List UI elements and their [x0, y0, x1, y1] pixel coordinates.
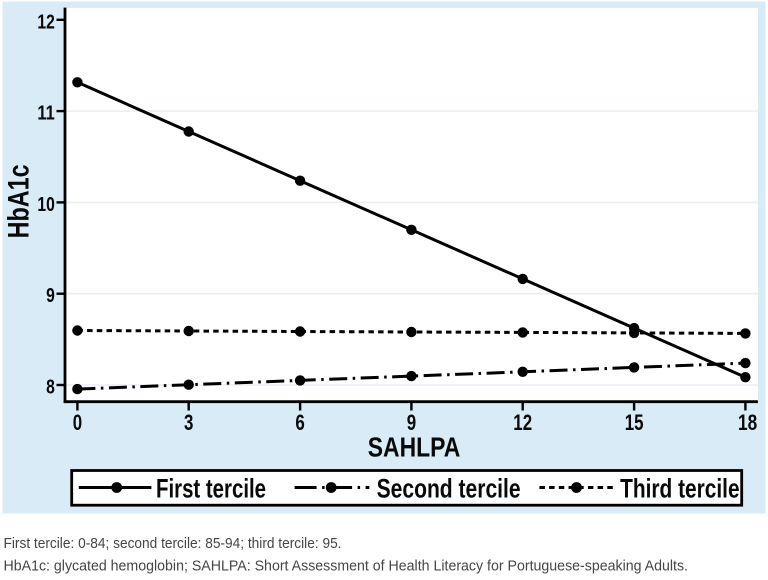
svg-text:9: 9: [407, 410, 416, 435]
svg-text:HbA1c: HbA1c: [2, 164, 35, 238]
svg-text:8: 8: [46, 377, 55, 399]
svg-text:HbA1c: glycated hemoglobin; SA: HbA1c: glycated hemoglobin; SAHLPA: Shor…: [4, 558, 689, 575]
svg-text:10: 10: [37, 194, 54, 216]
svg-text:11: 11: [37, 103, 54, 125]
svg-text:9: 9: [46, 285, 55, 307]
svg-text:0: 0: [73, 410, 82, 435]
svg-text:12: 12: [37, 11, 54, 33]
svg-text:Second tercile: Second tercile: [377, 473, 521, 503]
svg-text:First tercile: 0-84; second te: First tercile: 0-84; second tercile: 85-…: [4, 535, 342, 552]
svg-text:Third tercile: Third tercile: [620, 473, 740, 503]
svg-text:12: 12: [513, 410, 532, 435]
svg-text:3: 3: [184, 410, 193, 435]
svg-text:6: 6: [295, 410, 304, 435]
svg-text:First tercile: First tercile: [156, 473, 266, 503]
svg-text:15: 15: [625, 410, 644, 435]
svg-text:18: 18: [738, 410, 757, 435]
svg-text:SAHLPA: SAHLPA: [368, 432, 461, 463]
